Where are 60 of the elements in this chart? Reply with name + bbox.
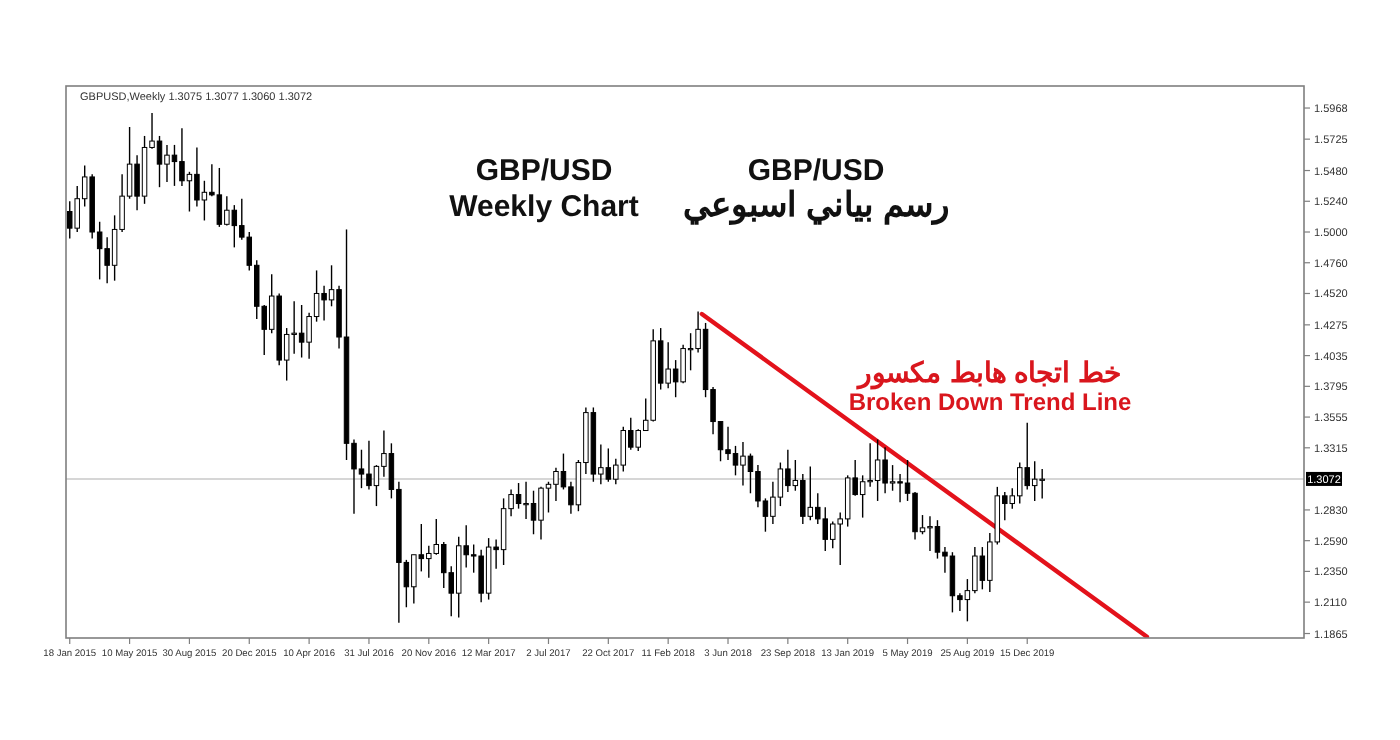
candlestick	[680, 344, 686, 384]
candlestick	[224, 195, 230, 227]
candlestick	[979, 546, 986, 591]
candlestick	[949, 551, 956, 614]
candlestick	[67, 200, 73, 240]
candlestick	[927, 515, 933, 552]
candlestick	[523, 481, 529, 520]
annotation: GBP/USD	[747, 154, 885, 188]
candlestick	[665, 341, 671, 389]
candlestick	[194, 146, 200, 208]
candlestick	[530, 490, 537, 535]
candlestick	[538, 486, 544, 541]
candlestick	[800, 473, 806, 525]
annotation: رسم بياني اسبوعي	[682, 186, 950, 226]
candlestick	[807, 465, 814, 521]
candlestick	[104, 236, 110, 284]
candlestick	[740, 441, 746, 487]
candlestick	[478, 548, 484, 603]
candlestick	[298, 304, 305, 359]
candlestick	[829, 520, 836, 550]
candlestick	[164, 144, 170, 183]
candlestick	[1039, 468, 1045, 500]
candlestick	[156, 135, 163, 188]
annotation: Weekly Chart	[449, 190, 639, 224]
candlestick	[411, 554, 417, 605]
candlestick	[216, 167, 223, 228]
candlestick	[500, 497, 507, 566]
candlestick	[635, 428, 641, 452]
candlestick	[358, 449, 365, 489]
candlestick	[1024, 422, 1030, 491]
candlestick	[972, 546, 978, 594]
candlestick	[291, 300, 297, 355]
candlestick	[732, 445, 739, 477]
candlestick	[134, 154, 140, 211]
candlestick	[321, 285, 327, 322]
candlestick	[605, 447, 612, 483]
candlestick	[426, 545, 432, 579]
candlestick	[874, 438, 881, 502]
candlestick	[485, 537, 492, 601]
candlestick	[897, 473, 903, 503]
candlestick	[785, 449, 791, 493]
candlestick	[882, 446, 888, 494]
candlestick	[822, 506, 828, 552]
annotation: GBP/USD	[475, 154, 613, 188]
candlestick	[515, 482, 522, 510]
candlestick	[441, 541, 447, 589]
candlestick	[934, 519, 941, 560]
candlestick	[1031, 460, 1038, 502]
candlestick	[747, 452, 754, 494]
annotation: خط اتجاه هابط مكسور	[856, 356, 1122, 390]
candlestick	[1017, 461, 1023, 505]
candlestick	[889, 464, 896, 492]
annotation: Broken Down Trend Line	[848, 388, 1132, 416]
candlestick	[725, 425, 731, 461]
candlestick	[553, 466, 559, 502]
candlestick	[366, 440, 372, 491]
candlestick	[201, 180, 208, 222]
candlestick	[179, 127, 185, 187]
candlestick	[231, 204, 238, 249]
candlestick	[867, 442, 873, 488]
